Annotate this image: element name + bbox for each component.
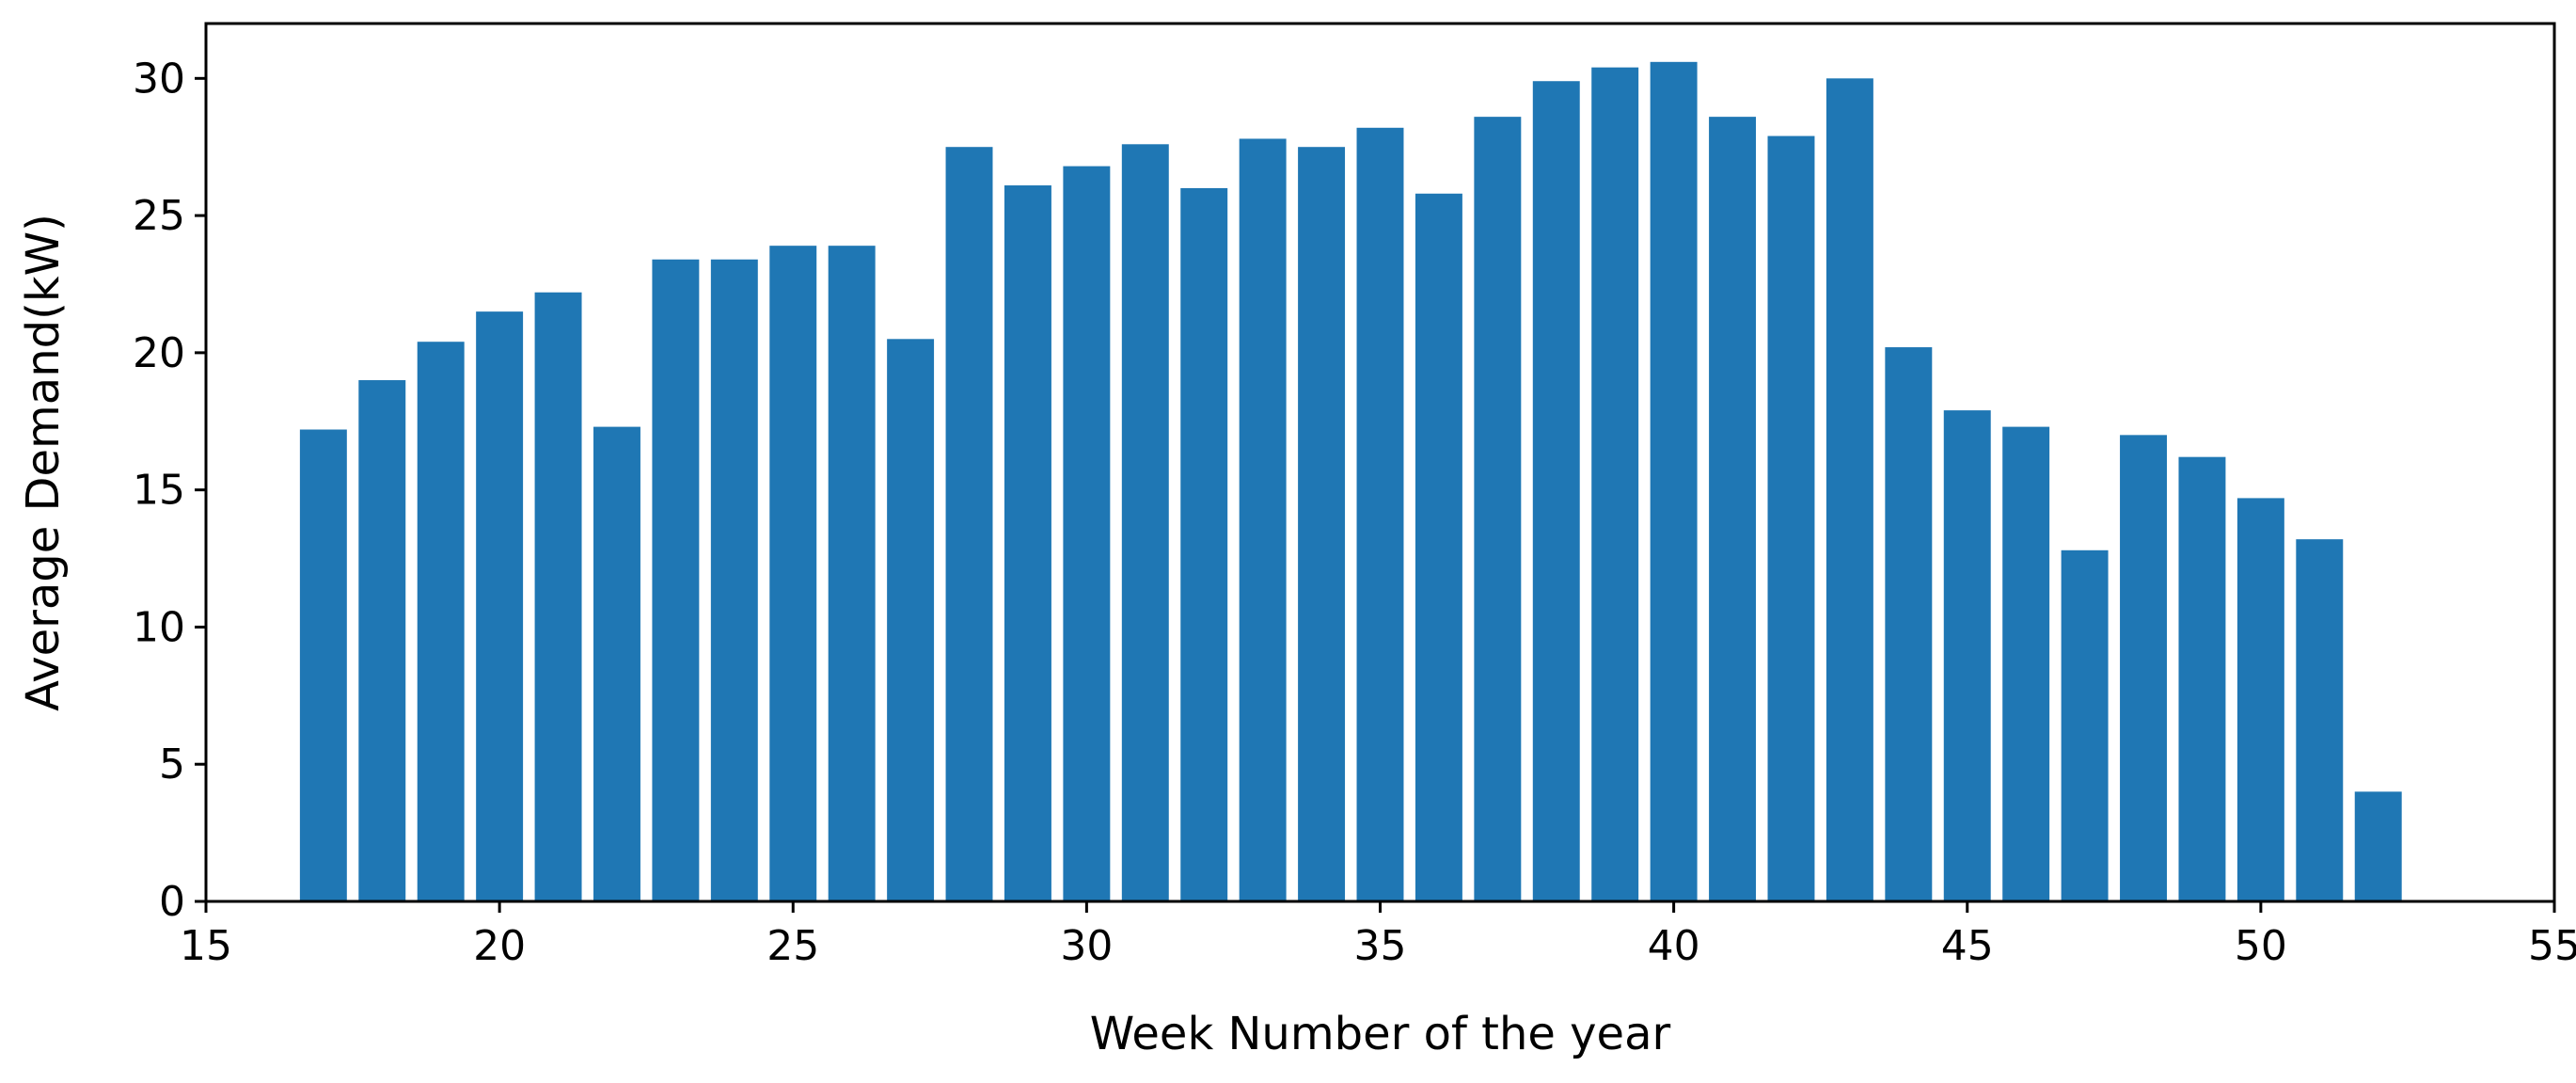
bar-week-33 xyxy=(1239,138,1287,902)
bar-week-28 xyxy=(945,147,993,901)
bar-week-45 xyxy=(1943,410,1991,901)
y-tick-label: 10 xyxy=(133,603,185,651)
bar-week-30 xyxy=(1063,166,1111,902)
bar-week-32 xyxy=(1180,187,1228,901)
bars-group xyxy=(299,61,2402,902)
x-tick-label: 55 xyxy=(2528,922,2576,970)
bar-week-42 xyxy=(1767,135,1815,901)
x-tick-label: 35 xyxy=(1354,922,1407,970)
bar-week-41 xyxy=(1709,117,1757,902)
y-tick-label: 25 xyxy=(133,192,185,240)
x-tick-label: 20 xyxy=(473,922,526,970)
bar-week-44 xyxy=(1885,347,1933,901)
x-axis-ticks: 15 20 25 30 35 40 45 50 55 xyxy=(180,901,2576,970)
bar-week-25 xyxy=(769,246,817,901)
bar-week-36 xyxy=(1414,193,1462,902)
bar-week-19 xyxy=(417,342,465,901)
bar-week-31 xyxy=(1121,144,1169,902)
bar-week-20 xyxy=(476,311,524,901)
bar-week-24 xyxy=(710,259,758,901)
bar-week-38 xyxy=(1532,81,1580,901)
x-tick-label: 30 xyxy=(1060,922,1113,970)
x-tick-label: 40 xyxy=(1648,922,1700,970)
y-tick-label: 15 xyxy=(133,467,185,515)
bar-week-50 xyxy=(2236,498,2284,901)
bar-week-51 xyxy=(2296,539,2344,901)
y-tick-label: 30 xyxy=(133,55,185,103)
bar-week-52 xyxy=(2354,791,2402,901)
bar-week-17 xyxy=(299,429,347,901)
bar-week-49 xyxy=(2178,456,2226,901)
x-tick-label: 45 xyxy=(1941,922,1994,970)
bar-week-21 xyxy=(534,292,582,901)
bar-week-37 xyxy=(1474,117,1522,902)
bar-week-43 xyxy=(1825,78,1873,901)
x-axis-label: Week Number of the year xyxy=(1090,1008,1671,1060)
x-tick-label: 25 xyxy=(766,922,819,970)
bar-week-48 xyxy=(2120,435,2167,901)
y-tick-label: 20 xyxy=(133,329,185,377)
y-tick-label: 5 xyxy=(159,741,185,788)
bar-week-27 xyxy=(887,339,935,901)
plot-frame xyxy=(204,22,2556,903)
bar-week-26 xyxy=(828,246,876,901)
y-tick-label: 0 xyxy=(159,878,185,926)
x-tick-label: 50 xyxy=(2235,922,2287,970)
bar-week-39 xyxy=(1591,67,1639,901)
x-tick-label: 15 xyxy=(180,922,232,970)
y-axis-ticks: 0 5 10 15 20 25 30 xyxy=(133,55,206,926)
bar-week-47 xyxy=(2061,549,2109,901)
bar-week-46 xyxy=(2002,426,2050,901)
bar-week-22 xyxy=(593,426,640,901)
bar-week-40 xyxy=(1650,61,1698,902)
bar-week-35 xyxy=(1356,127,1404,901)
bar-week-23 xyxy=(652,259,700,901)
bar-week-34 xyxy=(1298,147,1346,901)
bar-week-29 xyxy=(1004,185,1051,902)
bar-week-18 xyxy=(358,380,406,901)
y-axis-label: Average Demand(kW) xyxy=(17,214,70,711)
